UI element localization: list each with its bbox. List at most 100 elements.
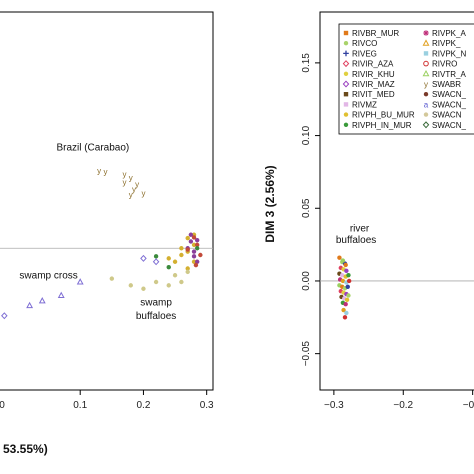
right-point <box>340 258 346 263</box>
legend-label: RIVMZ <box>352 100 377 109</box>
right-y-tick-label: 0.15 <box>301 53 312 73</box>
left-point <box>191 249 197 254</box>
left-point <box>194 237 200 243</box>
right-x-ticks: −0.3 −0.2 −0.1 <box>324 390 474 411</box>
legend-marker <box>343 112 349 117</box>
legend-items: RIVBR_MURRIVCORIVEGRIVIR_AZARIVIR_KHURIV… <box>342 29 466 130</box>
legend-label: RIVCO <box>352 39 377 48</box>
left-point <box>141 286 146 291</box>
left-points: y y y yy yy yy <box>1 167 203 320</box>
left-point <box>172 273 178 278</box>
left-point <box>179 246 184 251</box>
legend-marker <box>343 102 349 107</box>
legend-box <box>338 23 474 135</box>
right-y-tick-label: 0.00 <box>301 271 312 291</box>
legend-label: RIVEG <box>352 49 377 58</box>
left-point <box>152 258 160 266</box>
left-point <box>166 256 171 261</box>
legend-marker <box>343 71 349 77</box>
right-x-tick-label: −0.2 <box>393 400 413 411</box>
legend-marker <box>422 121 430 129</box>
left-point <box>140 254 147 262</box>
legend-label: RIVBR_MUR <box>352 29 399 38</box>
right-point <box>340 278 346 284</box>
right-point <box>343 302 348 307</box>
legend: RIVBR_MURRIVCORIVEGRIVIR_AZARIVIR_KHURIV… <box>338 23 474 135</box>
legend-marker <box>343 41 349 46</box>
legend-marker: y <box>424 80 428 89</box>
right-panel: −0.3 −0.2 −0.1 −0.05 0.00 0.05 0.10 0.15 DIM 3… <box>263 11 474 411</box>
left-point: y <box>141 189 145 198</box>
left-point <box>38 297 46 304</box>
right-y-tick-label: 0.05 <box>301 198 312 218</box>
legend-marker <box>343 50 349 57</box>
legend-marker <box>422 69 430 77</box>
left-x-tick-label: 0.1 <box>73 400 87 411</box>
right-point <box>346 272 351 278</box>
left-point <box>193 262 199 268</box>
left-point <box>57 291 65 298</box>
legend-marker <box>342 80 350 88</box>
left-point <box>166 264 171 270</box>
left-ann-brazil: Brazil (Carabao) <box>56 142 129 153</box>
left-point <box>1 312 8 320</box>
left-point <box>179 252 184 258</box>
left-point <box>194 259 200 264</box>
left-x-tick-label: 0.2 <box>136 400 150 411</box>
legend-label: RIVTR_A <box>432 70 466 79</box>
legend-label: RIVIT_MED <box>352 90 395 99</box>
legend-marker <box>343 122 349 128</box>
legend-marker <box>423 30 429 36</box>
left-point <box>185 235 190 241</box>
left-point <box>26 301 34 309</box>
right-y-tick-label: −0.05 <box>301 341 312 367</box>
left-x-axis-label: 53.55%) <box>3 442 48 456</box>
left-point: y <box>104 167 108 176</box>
legend-label: RIVPK_A <box>432 29 466 38</box>
right-point <box>345 284 350 289</box>
right-point <box>343 262 348 268</box>
legend-label: RIVPK_ <box>432 39 461 48</box>
legend-marker <box>422 39 430 46</box>
left-point <box>194 242 200 248</box>
right-x-tick-label: −0.1 <box>463 400 474 411</box>
legend-marker: a <box>424 100 429 109</box>
left-point <box>109 276 115 281</box>
legend-label: SWACN_ <box>432 90 466 99</box>
legend-label: RIVIR_KHU <box>352 70 395 79</box>
left-point: y <box>132 185 136 194</box>
legend-marker <box>423 112 429 117</box>
left-point <box>191 259 197 264</box>
left-ann-swamp: swamp <box>140 298 172 309</box>
left-ann-swamp-cross: swamp cross <box>19 271 77 282</box>
left-point <box>194 246 200 251</box>
left-point: y <box>129 190 133 199</box>
legend-label: RIVRO <box>432 60 457 69</box>
left-point <box>188 232 194 237</box>
left-point: y <box>122 178 126 187</box>
legend-marker <box>423 60 429 67</box>
right-y-tick-label: 0.10 <box>301 125 312 145</box>
left-point <box>128 283 133 288</box>
right-points <box>337 255 352 320</box>
legend-label: RIVPH_BU_MUR <box>352 111 415 120</box>
legend-label: RIVPH_IN_MUR <box>352 121 412 130</box>
left-point <box>166 283 171 288</box>
legend-label: RIVPK_N <box>432 49 466 58</box>
left-point: y <box>122 170 126 179</box>
left-ann-buffaloes: buffaloes <box>136 311 176 322</box>
left-x-tick-label: 0.3 <box>200 400 214 411</box>
left-point <box>153 279 159 285</box>
left-point <box>185 269 190 275</box>
right-point <box>340 272 345 278</box>
left-x-ticks: 0.1 0.2 0.3 <box>73 390 214 411</box>
left-point <box>188 239 194 244</box>
left-point: y <box>97 167 101 176</box>
right-point <box>342 315 348 320</box>
legend-label: SWACN <box>432 111 462 120</box>
right-point <box>344 310 349 316</box>
right-point <box>346 293 351 298</box>
left-edge-tick-label: 0 <box>0 400 5 411</box>
left-point: y <box>135 180 139 189</box>
